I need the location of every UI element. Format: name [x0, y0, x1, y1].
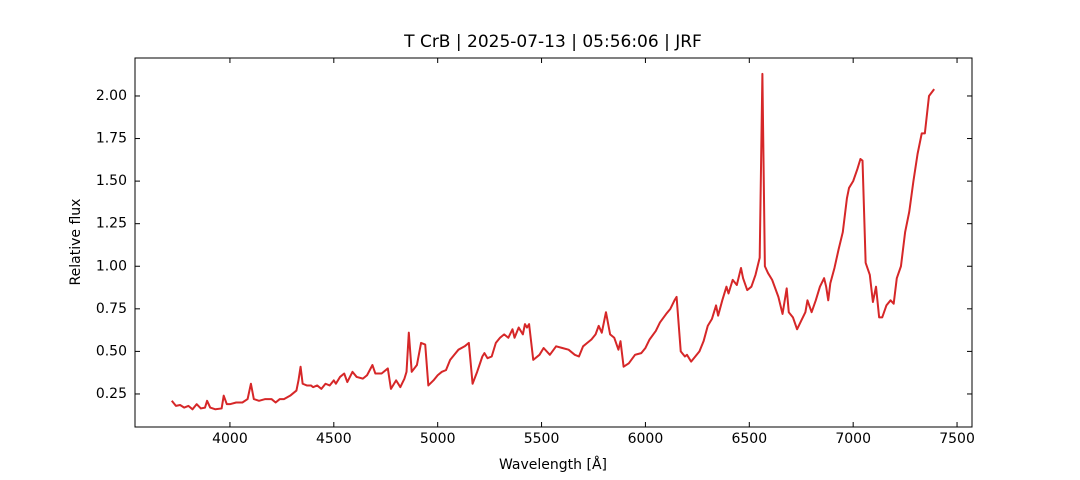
plot-frame: [134, 57, 973, 428]
x-tick-label: 7000: [835, 431, 871, 447]
x-tick-label: 6500: [731, 431, 767, 447]
y-tick-label: 2.00: [96, 88, 127, 104]
y-tick-label: 1.75: [96, 131, 127, 147]
x-tick-label: 4500: [316, 431, 352, 447]
x-tick-label: 5500: [524, 431, 560, 447]
x-tick-label: 6000: [628, 431, 664, 447]
chart-title: T CrB | 2025-07-13 | 05:56:06 | JRF: [403, 32, 702, 52]
y-tick-label: 0.75: [96, 301, 127, 317]
x-tick-label: 5000: [420, 431, 456, 447]
spectrum-line: [170, 72, 935, 411]
y-tick-label: 1.25: [96, 216, 127, 232]
x-tick-label: 7500: [939, 431, 975, 447]
x-tick-label: 4000: [212, 431, 248, 447]
y-tick-label: 0.25: [96, 386, 127, 402]
y-axis-label: Relative flux: [68, 199, 84, 286]
x-axis-label: Wavelength [Å]: [499, 456, 607, 473]
y-tick-label: 1.50: [96, 173, 127, 189]
y-tick-label: 1.00: [96, 258, 127, 274]
y-tick-label: 0.50: [96, 343, 127, 359]
